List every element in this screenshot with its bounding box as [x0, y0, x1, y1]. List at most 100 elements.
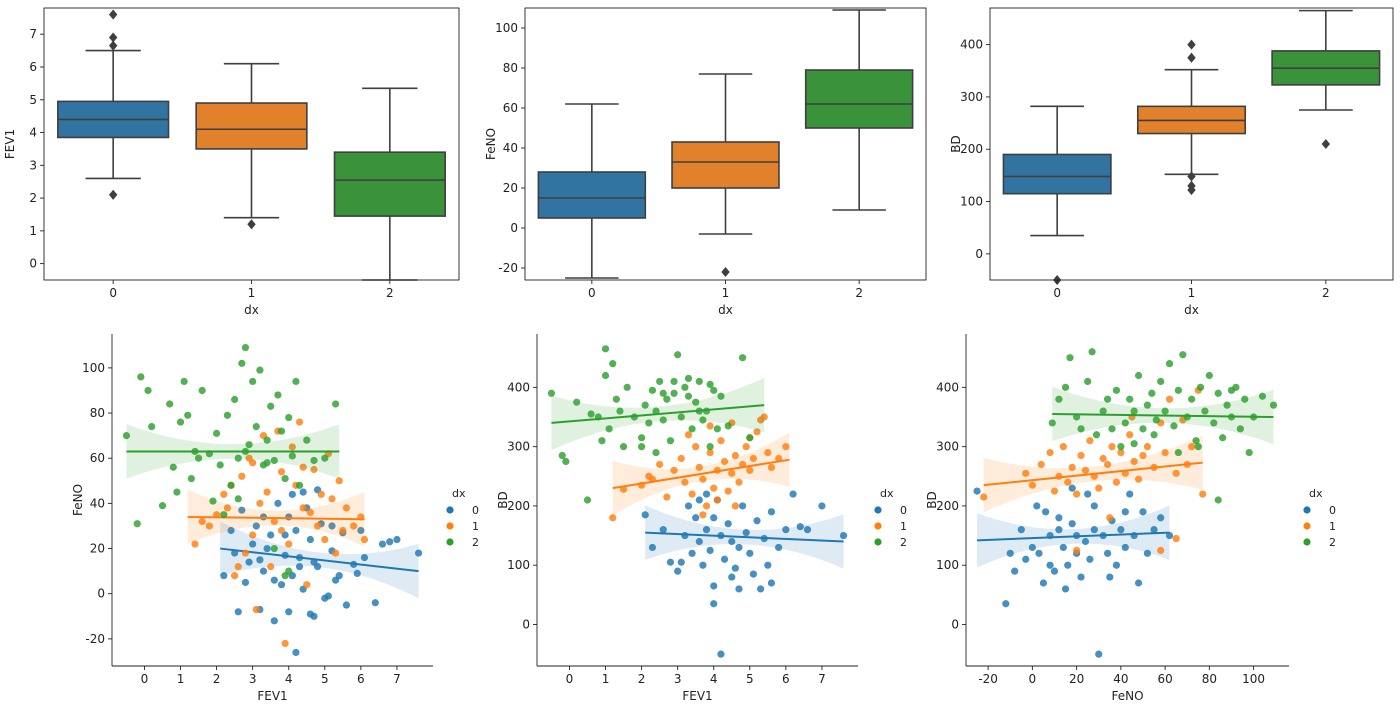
scatter-point — [1194, 443, 1202, 451]
scatter-point — [720, 555, 729, 563]
scatter-point — [1028, 543, 1036, 552]
legend-marker-0 — [874, 506, 882, 514]
legend: dx 0 1 2 — [446, 487, 479, 549]
scatter-point — [695, 377, 703, 386]
scatter-point — [335, 477, 343, 485]
legend-marker-1 — [1303, 522, 1311, 530]
y-tick-label: 0 — [29, 257, 37, 271]
legend-label: 0 — [900, 504, 907, 517]
scatter-point — [270, 517, 278, 526]
scatter-point — [753, 517, 761, 525]
y-tick-label: 400 — [507, 380, 530, 394]
scatter-point — [220, 490, 228, 498]
scatter-point — [187, 474, 195, 483]
y-axis-label: FEV1 — [3, 129, 17, 159]
scatter-point — [702, 526, 711, 534]
scatter-point — [1165, 531, 1174, 540]
scatter-point — [1227, 386, 1236, 394]
scatter-point — [717, 650, 725, 658]
scatter-point — [238, 359, 246, 367]
scatter-point — [692, 514, 700, 522]
box-body — [804, 69, 914, 129]
scatter-point — [393, 535, 401, 544]
scatter-point — [328, 522, 336, 530]
scatter-point — [321, 594, 329, 602]
y-tick-label: 60 — [503, 101, 518, 115]
scatter-point — [1090, 502, 1098, 510]
scatter-point — [310, 612, 318, 620]
scatter-point — [256, 556, 264, 564]
x-axis-label: dx — [718, 303, 733, 317]
x-axis-label: FEV1 — [257, 689, 287, 703]
legend-label: 2 — [472, 536, 479, 549]
scatter-feno-bd: 0 100 200 300 400 -20 0 20 40 60 80 100 FeNO BD dx 0 1 2 — [925, 334, 1336, 703]
scatter-point — [292, 648, 300, 657]
scatter-point — [547, 389, 556, 397]
scatter-point — [1236, 425, 1244, 433]
regression-line — [977, 531, 1170, 542]
legend-marker-2 — [1303, 538, 1311, 546]
scatter-point — [735, 543, 743, 552]
scatter-point — [601, 371, 610, 380]
scatter-point — [263, 459, 271, 467]
y-tick-label: 20 — [503, 181, 518, 195]
scatter-point — [223, 504, 232, 512]
scatter-point — [1064, 478, 1072, 486]
scatter-point — [839, 531, 848, 540]
scatter-point — [249, 459, 257, 467]
y-tick-label: 400 — [960, 38, 983, 52]
scatter-point — [702, 490, 711, 498]
scatter-point — [1157, 377, 1165, 386]
scatter-point — [728, 469, 736, 477]
scatter-point — [1134, 371, 1143, 380]
scatter-point — [1157, 546, 1165, 554]
scatter-point — [1199, 490, 1207, 498]
scatter-point — [360, 553, 369, 562]
x-tick-label: 7 — [818, 672, 826, 686]
scatter-point — [288, 443, 296, 451]
scatter-point — [332, 549, 340, 557]
legend-label: 2 — [1329, 536, 1336, 549]
y-tick-label: 1 — [29, 224, 37, 238]
scatter-point — [1086, 437, 1094, 445]
scatter-point — [641, 401, 649, 409]
scatter-point — [285, 413, 293, 422]
scatter-point — [1086, 555, 1094, 563]
scatter-point — [612, 395, 620, 403]
scatter-point — [1201, 407, 1209, 415]
scatter-point — [659, 526, 667, 534]
y-tick-label: 200 — [507, 499, 530, 513]
x-tick-label: 6 — [357, 672, 365, 686]
scatter-point — [1121, 508, 1129, 516]
scatter-point — [782, 526, 790, 534]
scatter-point — [209, 497, 217, 505]
scatter-point — [684, 374, 693, 383]
scatter-point — [267, 563, 275, 571]
scatter-point — [1095, 650, 1103, 658]
scatter-point — [1088, 348, 1096, 356]
scatter-point — [1188, 395, 1196, 403]
scatter-point — [746, 434, 754, 442]
scatter-point — [601, 345, 610, 353]
box-body — [671, 141, 780, 189]
scatter-point — [641, 511, 649, 519]
scatter-point — [277, 526, 286, 535]
scatter-point — [1073, 546, 1081, 554]
scatter-point — [295, 563, 304, 571]
scatter-point — [1134, 579, 1143, 587]
scatter-point — [695, 537, 703, 546]
x-tick-label: 40 — [1113, 672, 1128, 686]
scatter-point — [652, 407, 660, 415]
scatter-point — [760, 413, 768, 421]
scatter-point — [1077, 425, 1085, 433]
y-tick-label: 40 — [90, 496, 105, 510]
x-axis-label: FEV1 — [682, 689, 712, 703]
scatter-point — [637, 434, 646, 442]
outlier-point — [1187, 52, 1196, 63]
y-tick-label: -20 — [498, 261, 518, 275]
scatter-point — [1068, 463, 1076, 471]
scatter-point — [306, 508, 314, 517]
scatter-point — [1179, 351, 1187, 359]
scatter-point — [695, 463, 703, 471]
scatter-point — [1039, 579, 1048, 587]
